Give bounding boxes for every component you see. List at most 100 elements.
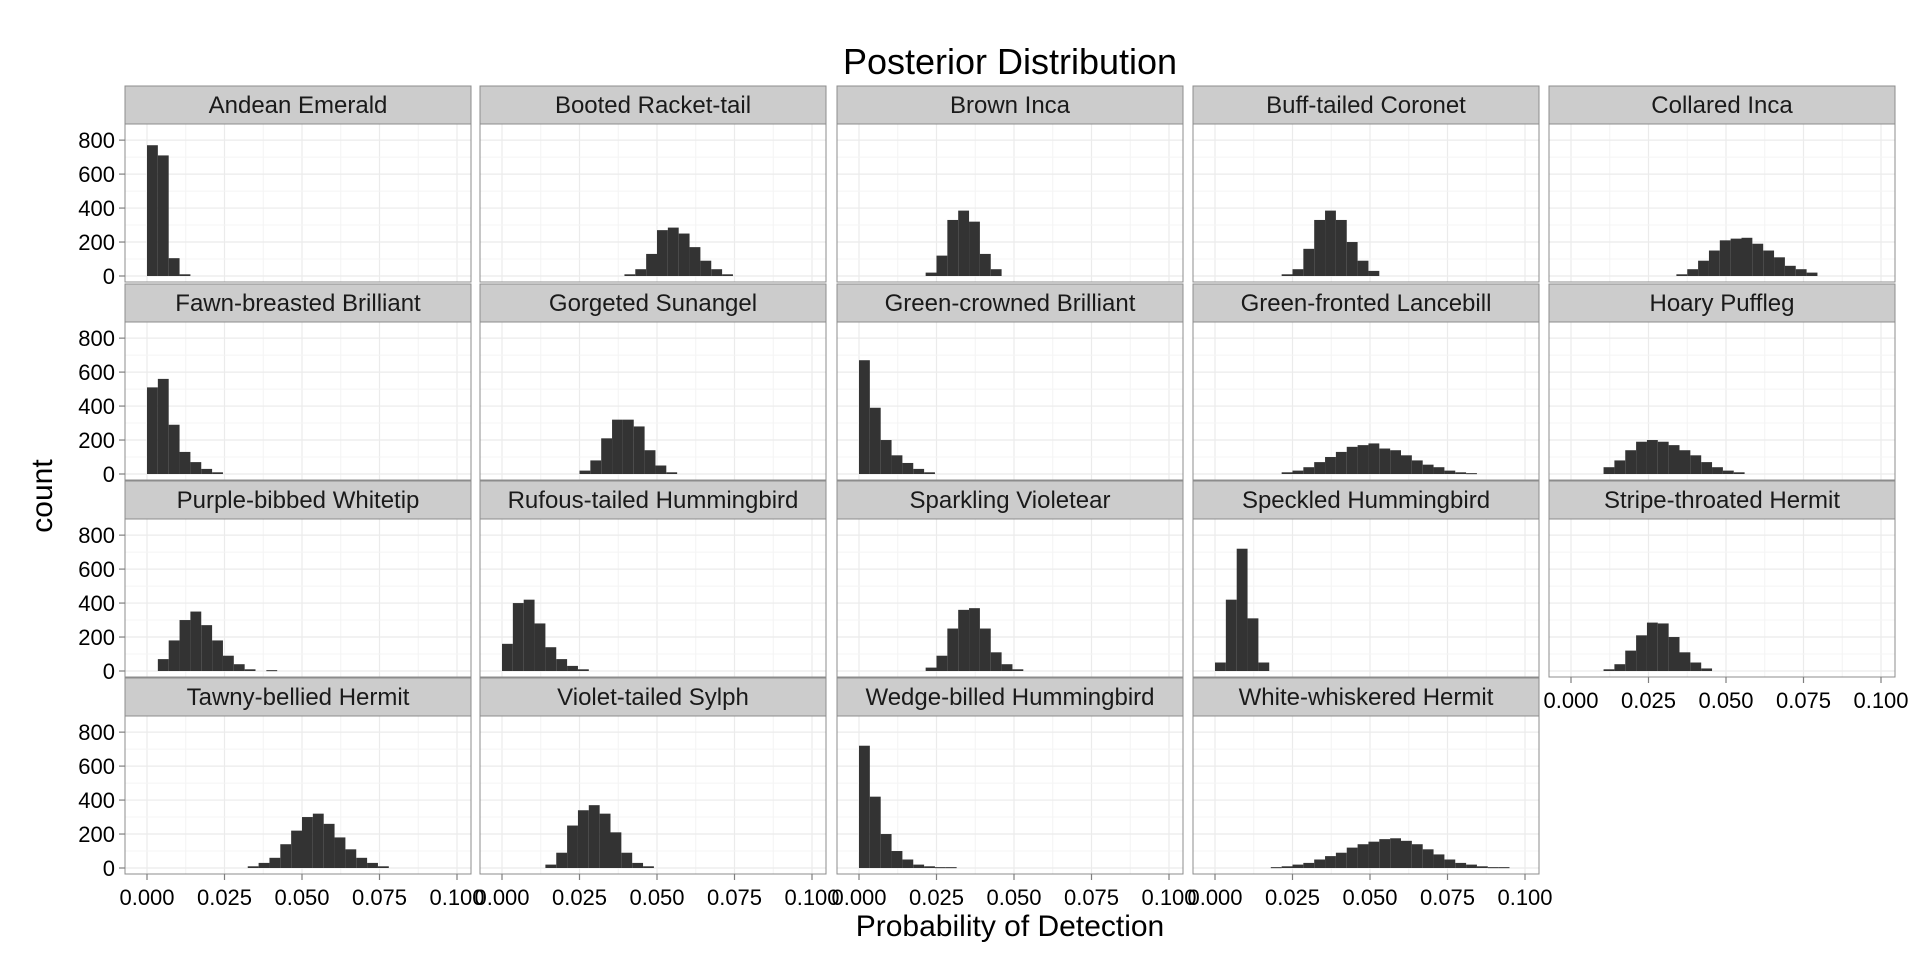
facet-panel: Stripe-throated Hermit 0.000 0.025 0.050 0.0… (1543, 480, 1909, 713)
histogram-bar (979, 628, 991, 671)
x-tick-label: 0.025 (1621, 688, 1676, 713)
histogram-bar (722, 274, 733, 276)
facet-strip-label: Fawn-breasted Brilliant (175, 290, 421, 317)
histogram-bar (1806, 272, 1818, 276)
y-tick-label: 400 (78, 591, 115, 616)
y-tick-label: 400 (78, 788, 115, 813)
histogram-bar (579, 470, 591, 474)
histogram-bar (925, 272, 937, 276)
facet-strip (479, 85, 827, 125)
x-tick-label: 0.025 (552, 885, 607, 910)
facet-panel: Sparkling Violetear (836, 480, 1184, 678)
histogram-bar (1444, 859, 1456, 868)
histogram-bar (891, 851, 903, 868)
histogram-bar (1679, 450, 1691, 474)
panel-border (124, 518, 472, 678)
facet-panel: Violet-tailed Sylph 0.000 0.025 0.050 0.075 0… (474, 677, 840, 910)
histogram-bar (157, 378, 169, 474)
histogram-bar (269, 857, 281, 868)
histogram-bar (1368, 841, 1380, 868)
histogram-bar (1236, 548, 1248, 671)
histogram-bar (157, 155, 169, 276)
histogram-bar (201, 625, 213, 671)
histogram-bar (334, 837, 346, 868)
facet-panel: Green-crowned Brilliant (836, 283, 1184, 481)
panel-border (479, 715, 827, 875)
facet-panel: Speckled Hummingbird (1192, 480, 1540, 678)
x-tick-label: 0.000 (474, 885, 529, 910)
histogram-bar (1325, 457, 1336, 474)
histogram-bar (969, 221, 980, 276)
x-tick-label: 0.075 (1420, 885, 1475, 910)
histogram-bar (1679, 652, 1691, 671)
facet-panel: Booted Racket-tail (479, 85, 827, 283)
histogram-bar (1701, 462, 1713, 474)
histogram-bar (545, 647, 557, 671)
facet-strip (124, 283, 472, 323)
facet-strip-label: Wedge-billed Hummingbird (865, 684, 1154, 711)
histogram-bar (1422, 849, 1434, 868)
histogram-bar (1763, 250, 1775, 276)
histogram-bar (291, 830, 302, 868)
histogram-bar (168, 258, 180, 276)
histogram-bar (1466, 473, 1477, 475)
histogram-bar (1281, 866, 1293, 868)
histogram-bar (947, 628, 959, 671)
panel-background (1193, 124, 1539, 282)
facet-strip (836, 283, 1184, 323)
panel-border (836, 518, 1184, 678)
histogram-bar (990, 652, 1002, 671)
histogram-bar (233, 664, 245, 671)
histogram-bar (643, 866, 654, 868)
facet-strip (836, 480, 1184, 520)
histogram-bar (1346, 242, 1358, 276)
x-tick-label: 0.000 (1543, 688, 1598, 713)
facet-strip-label: Speckled Hummingbird (1242, 487, 1490, 514)
panel-border (124, 715, 472, 875)
histogram-bar (880, 834, 892, 868)
facet-panel: Andean Emerald 0 200 400 600 800 (78, 85, 472, 289)
histogram-bar (1487, 867, 1499, 869)
facet-strip-label: White-whiskered Hermit (1239, 684, 1494, 711)
facet-strip (1192, 677, 1540, 717)
histogram-bar (990, 269, 1002, 276)
x-tick-label: 0.075 (352, 885, 407, 910)
histogram-bar (1001, 664, 1013, 671)
histogram-bar (700, 260, 712, 276)
facet-strip (1192, 85, 1540, 125)
histogram-bar (947, 219, 959, 276)
facet-strip-label: Green-fronted Lancebill (1241, 290, 1492, 317)
histogram-bar (312, 813, 324, 868)
histogram-bar (1646, 622, 1658, 671)
histogram-bar (556, 659, 568, 671)
facet-strip-label: Brown Inca (950, 92, 1071, 119)
histogram-bar (880, 440, 892, 474)
histogram-bar (924, 472, 935, 474)
histogram-bar (624, 274, 636, 276)
facet-strip-label: Green-crowned Brilliant (885, 290, 1136, 317)
facet-strip-label: Stripe-throated Hermit (1604, 487, 1840, 514)
histogram-bar (1690, 662, 1702, 671)
panel-border (1192, 321, 1540, 481)
facet-panel: Fawn-breasted Brilliant 0 200 400 600 800 (78, 283, 472, 487)
histogram-bar (1730, 238, 1742, 276)
histogram-bar (1676, 274, 1688, 276)
histogram-bar (936, 655, 948, 671)
histogram-bar (644, 450, 656, 474)
histogram-bar (190, 611, 202, 671)
histogram-bar (1335, 451, 1347, 474)
x-tick-label: 0.050 (986, 885, 1041, 910)
x-tick-label: 0.050 (1342, 885, 1397, 910)
histogram-bar (1444, 470, 1456, 474)
histogram-bar (635, 269, 647, 276)
x-tick-label: 0.075 (1064, 885, 1119, 910)
y-tick-label: 600 (78, 360, 115, 385)
histogram-bar (1625, 650, 1637, 671)
histogram-bar (1784, 265, 1796, 276)
histogram-bar (567, 665, 578, 671)
facet-strip-label: Purple-bibbed Whitetip (177, 487, 420, 514)
panel-background (837, 322, 1183, 480)
facet-strip (1192, 283, 1540, 323)
y-tick-label: 600 (78, 754, 115, 779)
histogram-bar (711, 269, 723, 276)
